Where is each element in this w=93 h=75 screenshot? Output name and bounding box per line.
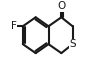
Text: S: S bbox=[69, 39, 76, 49]
Text: F: F bbox=[11, 21, 17, 31]
Text: O: O bbox=[57, 1, 65, 11]
